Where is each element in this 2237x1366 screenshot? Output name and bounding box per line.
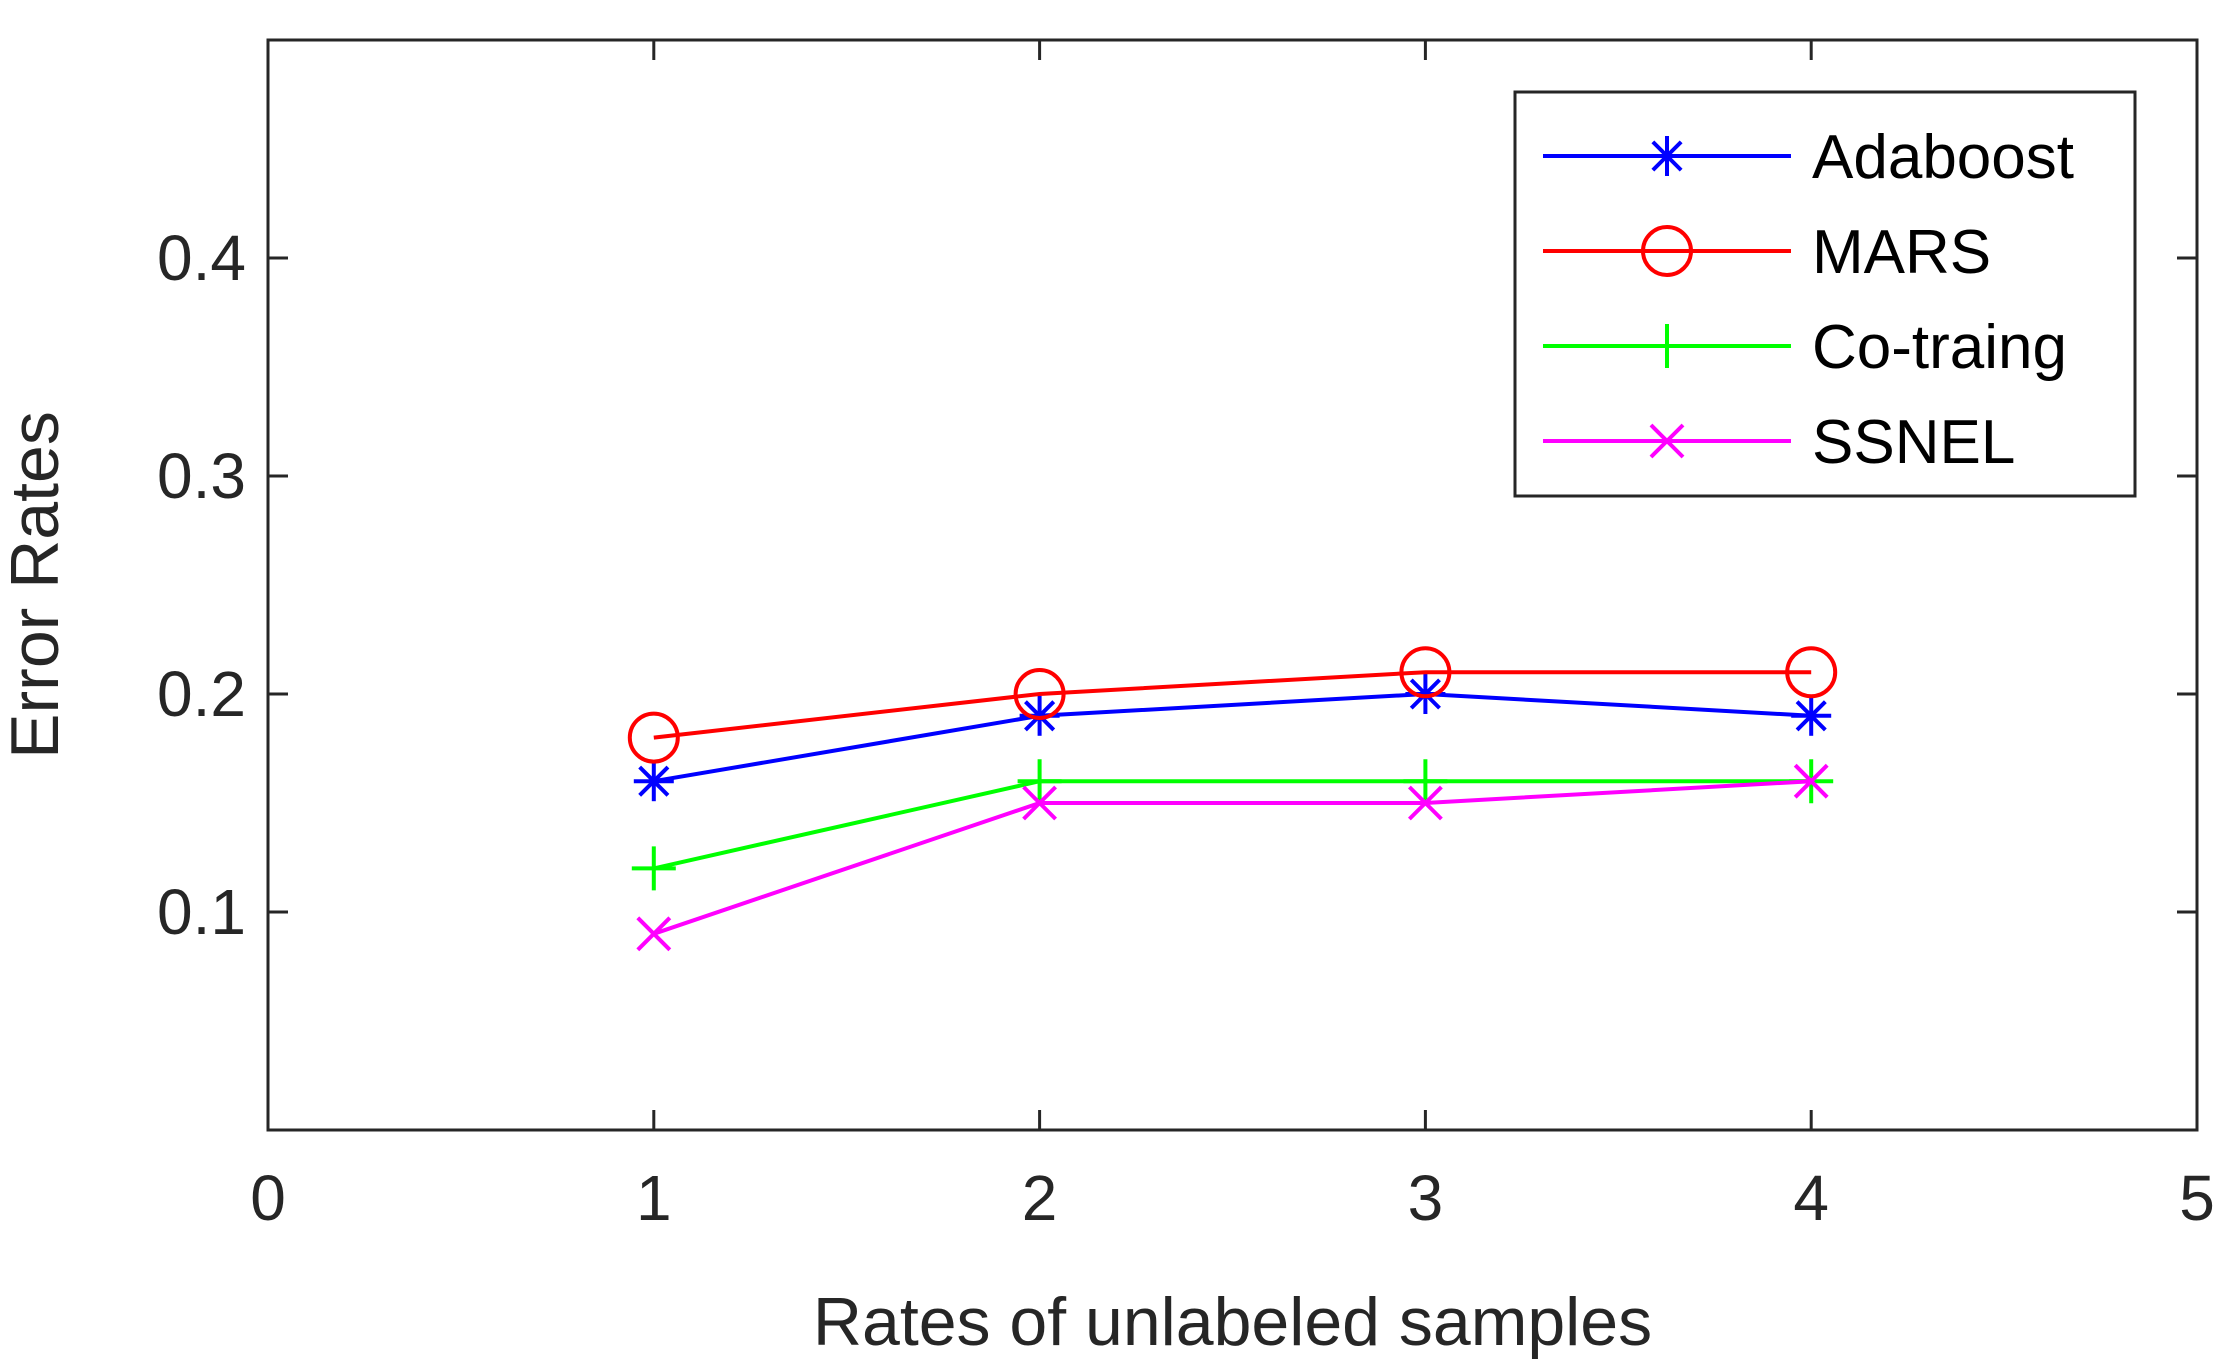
x-tick-label: 4 [1793, 1162, 1829, 1234]
series-line-co-traing [653, 779, 1812, 871]
y-tick-label: 0.4 [157, 222, 246, 294]
x-tick-label: 5 [2179, 1162, 2215, 1234]
x-tick-label: 0 [250, 1162, 286, 1234]
y-axis-label: Error Rates [0, 411, 73, 759]
data-point-ssnel [1022, 785, 1058, 821]
data-point-ssnel [1407, 785, 1443, 821]
data-point-mars [1785, 646, 1838, 699]
legend: Adaboost MARS Co-traing SSNEL [1513, 90, 2137, 498]
legend-label-co-traing: Co-traing [1812, 313, 2067, 382]
series-ssnel [636, 763, 1829, 952]
data-point-mars [627, 711, 680, 764]
series-co-traing [631, 759, 1834, 891]
legend-label-ssnel: SSNEL [1812, 408, 2015, 477]
legend-marker-co-traing [1645, 324, 1689, 368]
legend-entry-ssnel: SSNEL [1543, 408, 2015, 477]
y-tick-label: 0.3 [157, 440, 246, 512]
legend-entry-co-traing: Co-traing [1543, 313, 2067, 382]
y-tick-label: 0.2 [157, 658, 246, 730]
legend-marker-adaboost [1647, 136, 1687, 176]
x-tick-label: 3 [1408, 1162, 1444, 1234]
data-point-co-traing [631, 846, 676, 891]
x-axis-label: Rates of unlabeled samples [813, 1284, 1652, 1360]
data-point-ssnel [636, 916, 672, 952]
legend-marker-mars [1641, 225, 1693, 277]
data-point-adaboost [633, 761, 674, 802]
legend-label-mars: MARS [1812, 218, 1991, 287]
axes: 0 1 2 3 4 5 0.1 0.2 0.3 0.4 [157, 38, 2215, 1234]
data-point-co-traing [1017, 759, 1062, 804]
data-point-mars [1013, 668, 1066, 720]
plot-area-frame [266, 38, 2199, 1132]
y-tick-label: 0.1 [157, 876, 246, 948]
data-point-adaboost [1791, 695, 1832, 736]
legend-entry-mars: MARS [1543, 218, 1991, 287]
series-line-mars [653, 670, 1812, 740]
plot-series [627, 646, 1838, 952]
legend-entry-adaboost: Adaboost [1543, 123, 2074, 192]
data-point-mars [1399, 646, 1452, 699]
legend-box [1513, 90, 2137, 498]
data-point-ssnel [1793, 763, 1829, 799]
legend-marker-ssnel [1649, 423, 1685, 459]
series-line-adaboost [653, 691, 1812, 784]
x-tick-label: 1 [636, 1162, 672, 1234]
legend-label-adaboost: Adaboost [1812, 123, 2074, 192]
data-point-co-traing [1403, 759, 1448, 804]
series-mars [627, 646, 1838, 764]
series-line-ssnel [653, 779, 1812, 936]
x-tick-label: 2 [1022, 1162, 1058, 1234]
